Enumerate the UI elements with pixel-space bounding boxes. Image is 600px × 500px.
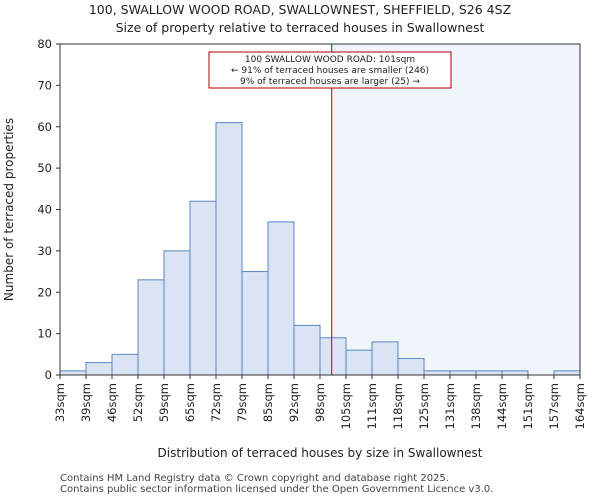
y-tick-label: 0 [45,368,52,382]
y-tick-label: 40 [37,203,52,217]
bar-118sqm [397,357,425,376]
bar-33sqm [59,370,87,376]
x-tick-label: 157sqm [547,383,561,429]
histogram-chart: 0 10 20 30 40 50 60 70 80 33sqm 39sqm 46sqm 52sqm 59s… [2,37,587,460]
x-axis-label: Distribution of terraced houses by size … [158,446,483,460]
bars-group [59,122,581,376]
y-tick-label: 10 [37,327,52,341]
bar-131sqm [449,370,477,376]
annotation-line-3: 9% of terraced houses are larger (25) → [240,77,420,87]
bar-98sqm [319,337,347,376]
y-tick-label: 30 [37,244,52,258]
bar-46sqm [111,353,139,376]
bar-92sqm [293,324,321,376]
x-tick-label: 118sqm [391,383,405,429]
bar-72sqm [215,122,243,376]
x-tick-label: 144sqm [495,383,509,429]
y-tick-label: 70 [37,78,52,92]
footer-licence: Contains public sector information licen… [60,484,494,495]
x-tick-label: 65sqm [183,383,197,422]
x-tick-label: 98sqm [313,383,327,422]
bar-144sqm [501,370,529,376]
bar-105sqm [345,349,373,376]
annotation-line-1: 100 SWALLOW WOOD ROAD: 101sqm [245,55,415,65]
bar-65sqm [189,200,217,376]
x-tick-label: 33sqm [53,383,67,422]
x-tick-label: 138sqm [469,383,483,429]
x-tick-label: 92sqm [287,383,301,422]
bar-79sqm [241,271,269,376]
bar-39sqm [85,362,113,376]
bar-111sqm [371,341,399,376]
bar-125sqm [423,370,451,376]
footer-copyright: Contains HM Land Registry data © Crown c… [60,473,449,484]
bar-138sqm [475,370,503,376]
x-tick-label: 59sqm [157,383,171,422]
bar-59sqm [163,250,191,376]
bar-157sqm [553,370,581,376]
y-axis-label: Number of terraced properties [2,118,16,301]
x-tick-label: 72sqm [209,383,223,422]
x-tick-label: 131sqm [443,383,457,429]
y-tick-label: 20 [37,285,52,299]
x-tick-label: 151sqm [521,383,535,429]
x-tick-label: 164sqm [573,383,587,429]
annotation-box: 100 SWALLOW WOOD ROAD: 101sqm ← 91% of t… [208,51,452,89]
bar-85sqm [267,221,295,376]
x-tick-label: 79sqm [235,383,249,422]
bar-52sqm [137,279,165,376]
y-tick-label: 60 [37,120,52,134]
x-tick-label: 111sqm [365,383,379,429]
y-tick-label: 80 [37,37,52,51]
chart-title: Size of property relative to terraced ho… [115,20,485,35]
chart-title-address: 100, SWALLOW WOOD ROAD, SWALLOWNEST, SHE… [88,2,512,17]
x-tick-label: 85sqm [261,383,275,422]
annotation-line-2: ← 91% of terraced houses are smaller (24… [231,66,429,76]
y-tick-label: 50 [37,161,52,175]
larger-region-highlight [331,44,580,375]
axes-group: 0 10 20 30 40 50 60 70 80 33sqm 39sqm 46sqm 52sqm 59s… [37,37,587,429]
x-tick-label: 125sqm [417,383,431,429]
x-tick-label: 39sqm [79,383,93,422]
x-tick-label: 105sqm [339,383,353,429]
x-tick-label: 52sqm [131,383,145,422]
x-tick-label: 46sqm [105,383,119,422]
